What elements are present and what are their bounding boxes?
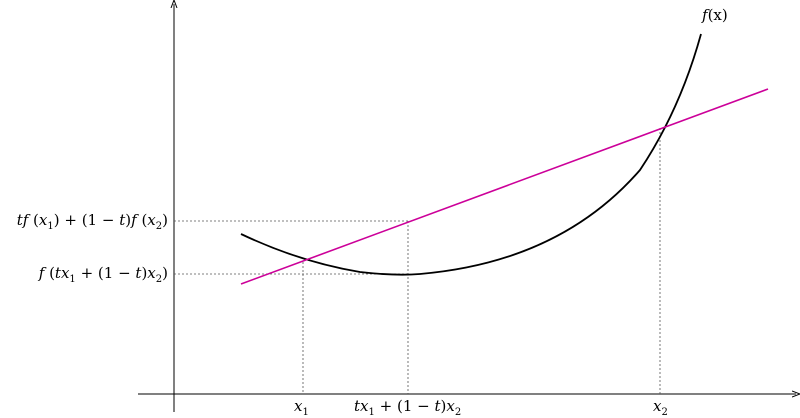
curve-label: f(x) [702, 8, 728, 23]
y-label-func: f (tx1 + (1 − t)x2) [38, 264, 168, 285]
mix-mid: + (1 − [374, 397, 435, 415]
x-label-x1: x1 [294, 397, 309, 418]
chord-f2: f [131, 211, 137, 229]
chord-t: t [16, 211, 23, 229]
mix-sub1: 1 [368, 407, 375, 418]
chord-x1: x [38, 211, 48, 229]
chord-a1: ( [28, 211, 39, 229]
func-mid: + (1 − [75, 264, 136, 282]
func-b: ) [141, 264, 148, 282]
x2-sub: 2 [661, 407, 668, 418]
chord-c2: ) [162, 211, 168, 229]
x1-sub: 1 [302, 407, 309, 418]
func-s2: 2 [155, 274, 163, 285]
mix-x2: x [446, 397, 455, 415]
func-x1: x [60, 264, 70, 282]
chord-line [240, 88, 769, 285]
y-label-chord: tf (x1) + (1 − t)f (x2) [16, 211, 168, 232]
curve-label-f: f [702, 6, 708, 24]
func-a: ( [44, 264, 55, 282]
func-t2: t [135, 264, 142, 282]
chord-b2: ) [125, 211, 132, 229]
guide-lines [174, 128, 661, 394]
mix-t1: t [354, 397, 361, 415]
chord-f1: f [22, 211, 29, 229]
chord-t2: t [119, 211, 126, 229]
x1-var: x [294, 397, 303, 415]
x2-var: x [653, 397, 662, 415]
chord-s1: 1 [47, 221, 54, 232]
mix-x1: x [360, 397, 369, 415]
func-c: ) [162, 264, 168, 282]
func-x2: x [147, 264, 156, 282]
func-s1: 1 [69, 274, 76, 285]
mix-paren: ) [440, 397, 447, 415]
mix-sub2: 2 [454, 407, 462, 418]
chord-a2: ( [136, 211, 148, 229]
chord-s2: 2 [155, 221, 163, 232]
curve-label-arg: (x) [707, 6, 728, 24]
func-f: f [38, 264, 45, 282]
convex-curve [240, 33, 702, 276]
mix-t2: t [434, 397, 441, 415]
chord-b1: ) + (1 − [53, 211, 120, 229]
func-t: t [54, 264, 61, 282]
x-label-x2: x2 [653, 397, 668, 418]
x-label-mix: tx1 + (1 − t)x2 [354, 397, 461, 418]
chord-x2: x [147, 211, 156, 229]
